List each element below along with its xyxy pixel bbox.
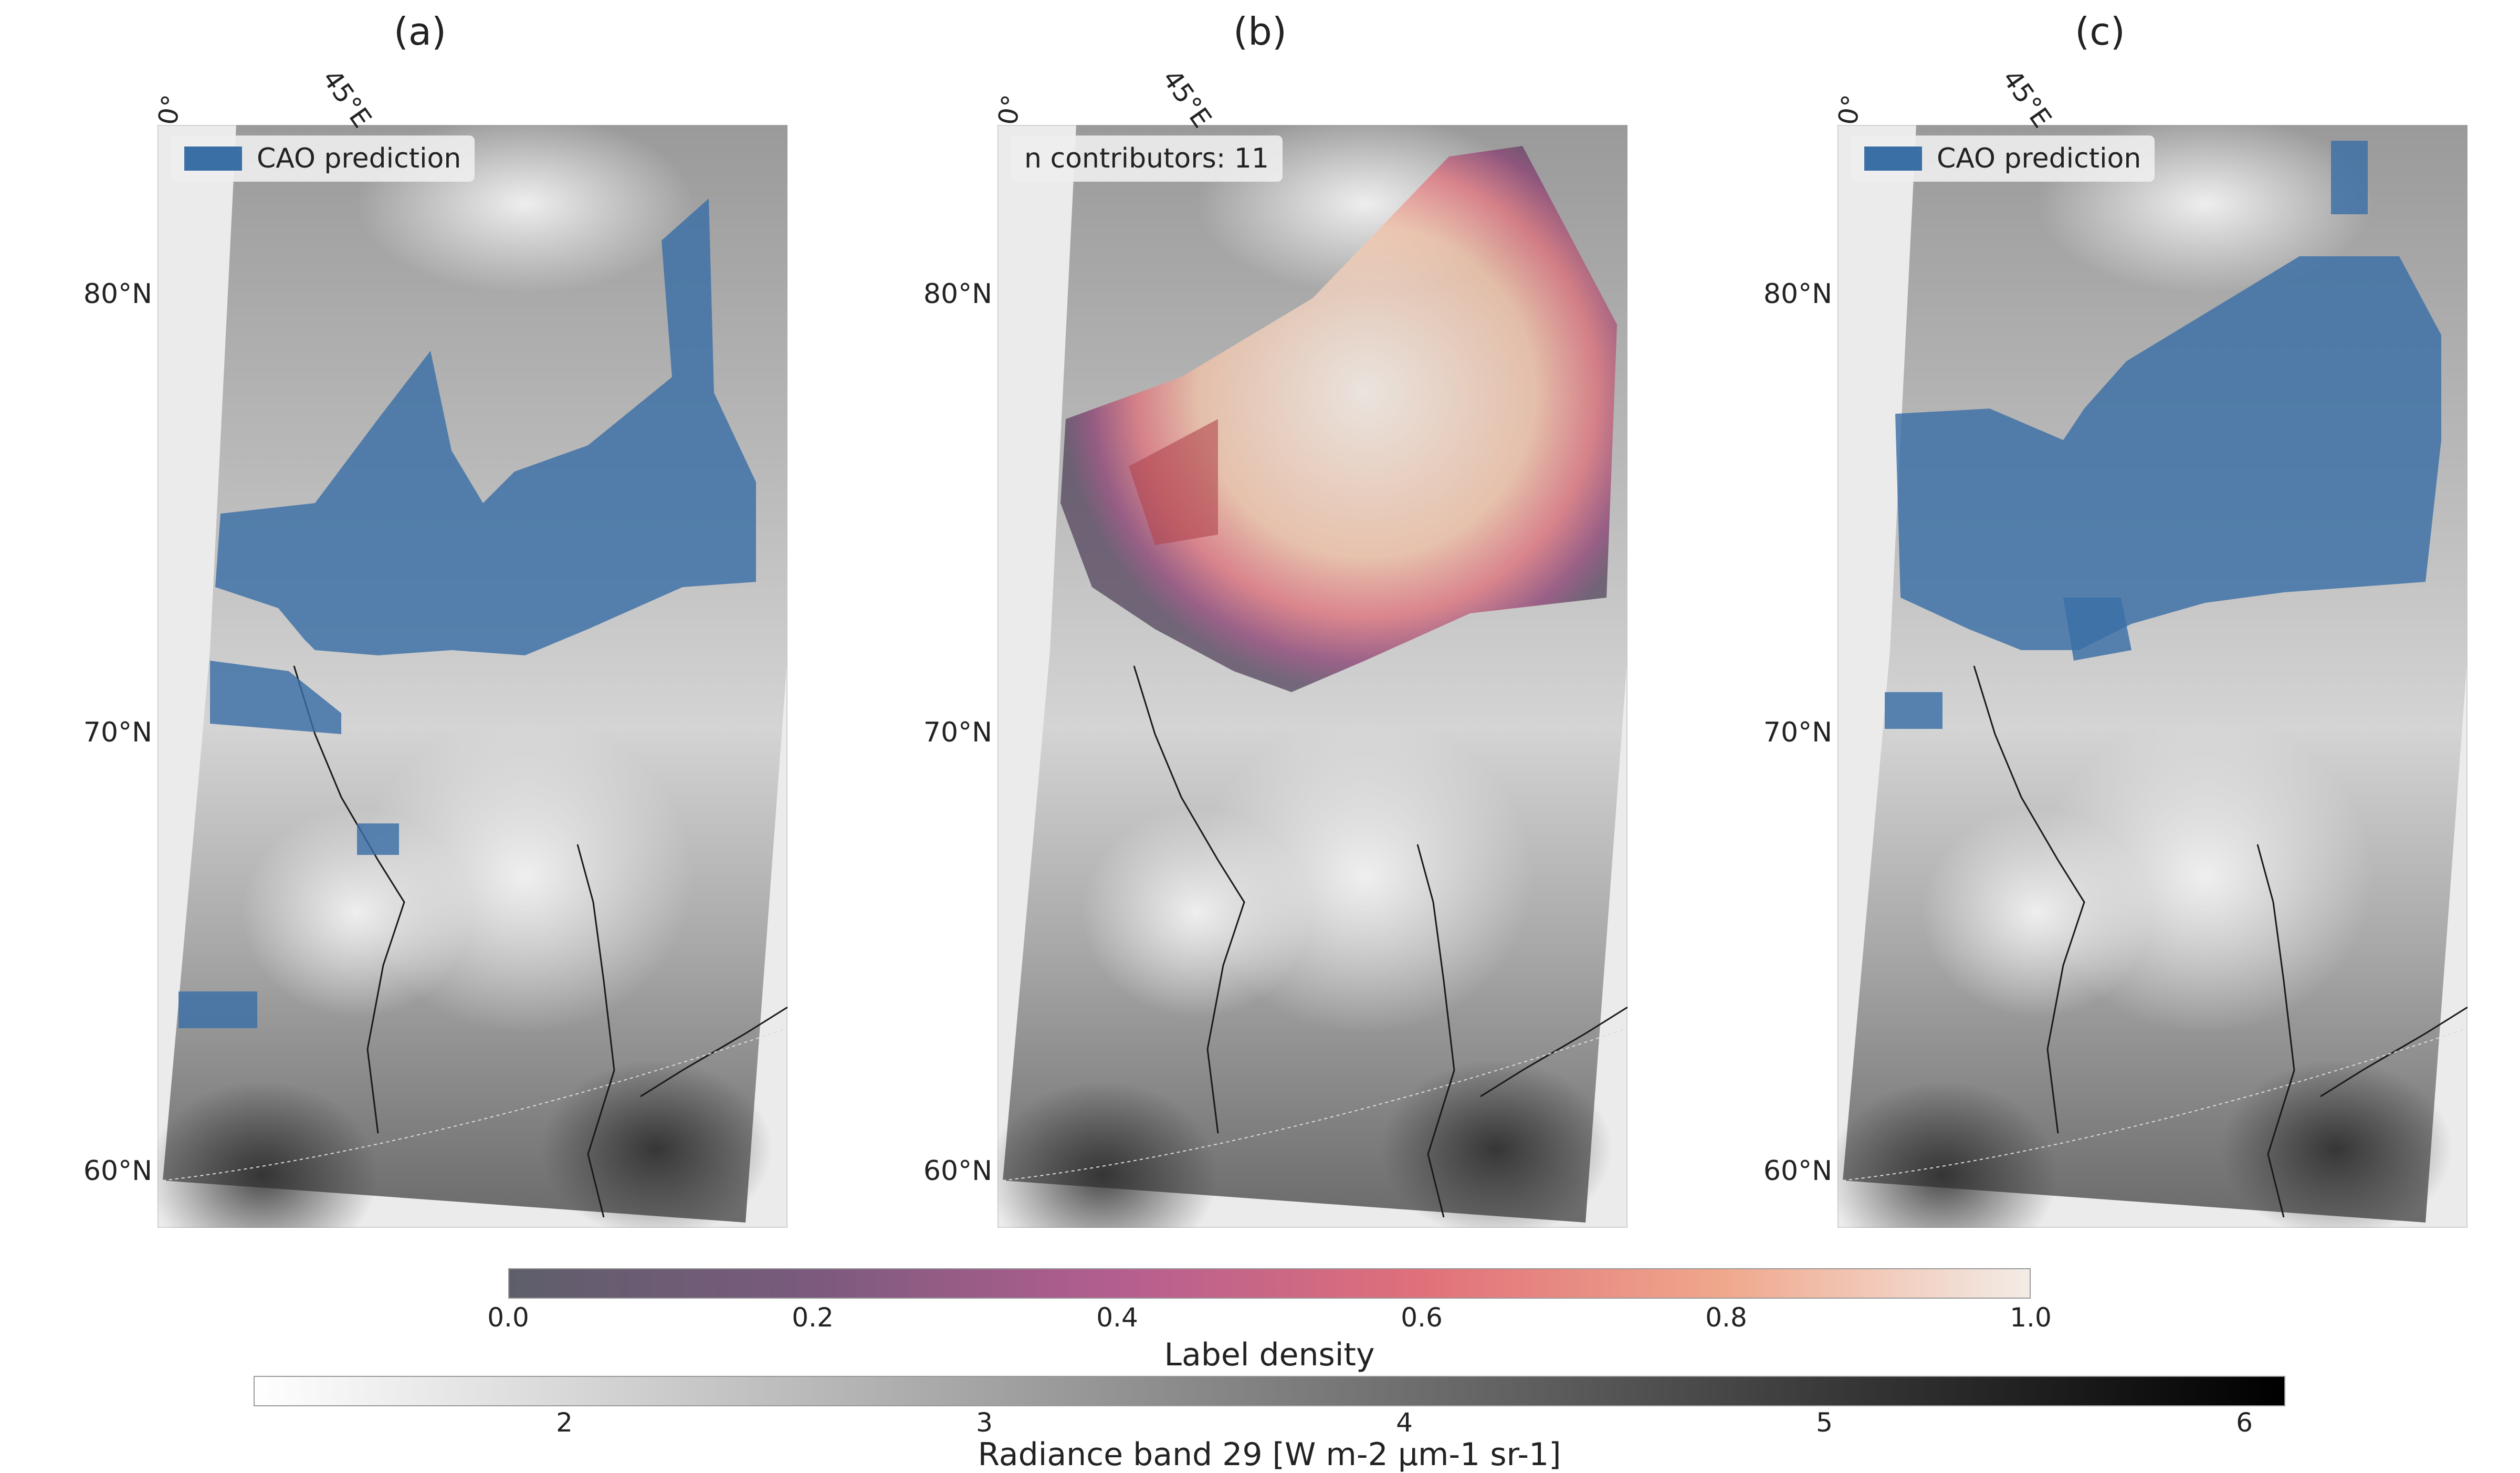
panel-a: (a) 80°N 70°N 60°N 0° 45°E CAO predictio… — [0, 0, 840, 1250]
panel-title: (b) — [1233, 9, 1287, 54]
cao-prediction — [178, 991, 257, 1028]
radiance-tick: 6 — [2236, 1407, 2253, 1438]
legend-label: n contributors: 11 — [1024, 143, 1269, 174]
cao-prediction — [1895, 256, 2441, 650]
density-tick: 0.2 — [792, 1302, 834, 1333]
density-colorbar-label: Label density — [1164, 1336, 1375, 1373]
panel-title: (a) — [393, 9, 447, 54]
satellite-map — [998, 125, 1628, 1228]
panel-c: (c) 80°N 70°N 60°N 0° 45°E CAO predictio… — [1680, 0, 2520, 1250]
lat-label: 70°N — [1763, 717, 1832, 748]
lat-label: 60°N — [923, 1155, 992, 1187]
coastline — [293, 665, 788, 1218]
satellite-map — [1838, 125, 2468, 1228]
legend-label: CAO prediction — [1937, 143, 2141, 174]
cao-prediction — [357, 823, 399, 855]
legend: CAO prediction — [171, 135, 475, 182]
lat-label: 70°N — [923, 717, 992, 748]
density-tick: 0.4 — [1096, 1302, 1138, 1333]
density-tick: 0.8 — [1705, 1302, 1747, 1333]
radiance-colorbar-bar — [254, 1376, 2285, 1406]
legend-swatch — [1864, 147, 1922, 171]
label-density-overlay — [1060, 146, 1617, 692]
coastline — [1133, 665, 1628, 1218]
radiance-tick: 5 — [1816, 1407, 1833, 1438]
cao-prediction — [2331, 141, 2368, 214]
radiance-tick: 4 — [1396, 1407, 1413, 1438]
lat-label: 70°N — [83, 717, 152, 748]
panel-title: (c) — [2075, 9, 2125, 54]
cao-prediction — [2063, 598, 2132, 661]
legend: CAO prediction — [1851, 135, 2155, 182]
lat-label: 80°N — [1763, 278, 1832, 310]
density-colorbar-bar — [508, 1268, 2031, 1299]
radiance-tick: 2 — [556, 1407, 573, 1438]
legend: n contributors: 11 — [1011, 135, 1283, 182]
density-tick: 1.0 — [2010, 1302, 2052, 1333]
cao-prediction — [1885, 692, 1942, 729]
cao-prediction — [210, 661, 341, 734]
lat-label: 60°N — [83, 1155, 152, 1187]
density-tick: 0.0 — [487, 1302, 529, 1333]
radiance-tick: 3 — [976, 1407, 993, 1438]
lat-label: 60°N — [1763, 1155, 1832, 1187]
cao-prediction — [215, 199, 756, 655]
lat-label: 80°N — [83, 278, 152, 310]
coastline — [1973, 665, 2468, 1218]
legend-label: CAO prediction — [257, 143, 461, 174]
satellite-map — [158, 125, 788, 1228]
lat-label: 80°N — [923, 278, 992, 310]
legend-swatch — [184, 147, 242, 171]
panel-b: (b) 80°N 70°N 60°N 0° 45°E n contributor… — [840, 0, 1680, 1250]
radiance-colorbar-label: Radiance band 29 [W m-2 μm-1 sr-1] — [978, 1436, 1561, 1473]
density-tick: 0.6 — [1401, 1302, 1443, 1333]
